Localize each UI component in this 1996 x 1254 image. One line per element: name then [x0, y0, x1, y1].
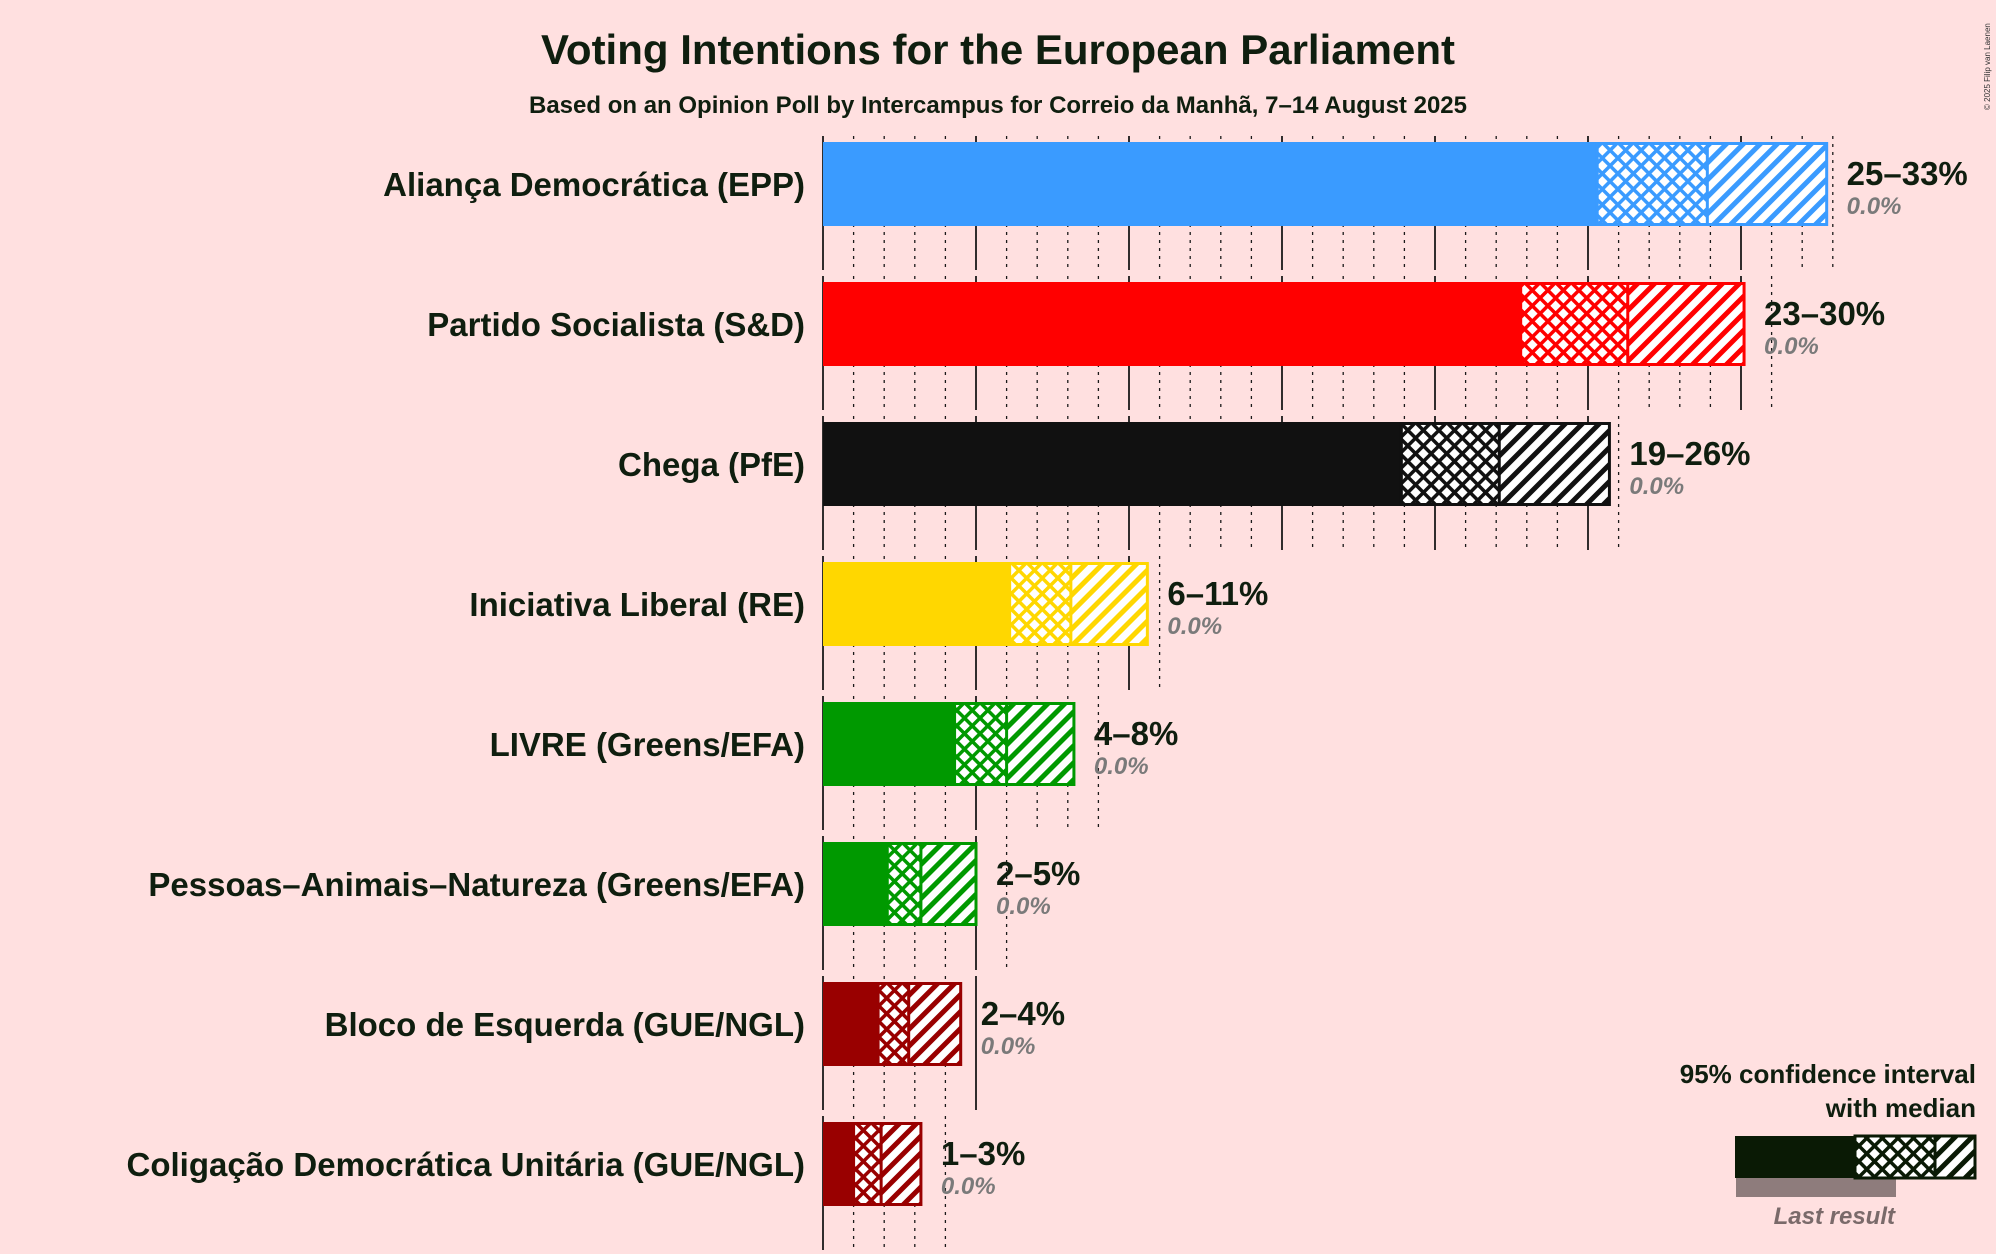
- party-label: Bloco de Esquerda (GUE/NGL): [325, 1006, 805, 1043]
- party-label: LIVRE (Greens/EFA): [490, 726, 805, 763]
- bar-ci-lower: [887, 842, 921, 926]
- party-label: Coligação Democrática Unitária (GUE/NGL): [127, 1146, 805, 1183]
- bar-ci-upper: [908, 982, 961, 1066]
- copyright-note: © 2025 Filip van Laenen: [1983, 23, 1992, 110]
- legend-last-result-label: Last result: [1774, 1203, 1896, 1230]
- range-label: 6–11%: [1167, 575, 1268, 612]
- bar-ci-outline: [1519, 282, 1746, 366]
- legend-solid-bar: [1735, 1136, 1855, 1178]
- bar-solid: [823, 982, 879, 1066]
- legend-ci-low-hatch: [1853, 1134, 1937, 1180]
- legend-title-line2: with median: [1825, 1093, 1976, 1123]
- bar-ci-upper: [1499, 422, 1610, 506]
- bar-solid: [823, 142, 1598, 226]
- last-result-label: 0.0%: [1094, 753, 1149, 780]
- legend-last-result-bar: [1736, 1178, 1896, 1197]
- bar-ci-outline: [876, 982, 963, 1066]
- bar-ci-lower: [853, 1122, 882, 1206]
- bar-ci-lower: [878, 982, 909, 1066]
- bar-ci-upper: [1627, 282, 1745, 366]
- last-result-label: 0.0%: [1167, 613, 1222, 640]
- bar-ci-lower: [1520, 282, 1628, 366]
- party-label: Partido Socialista (S&D): [427, 306, 805, 343]
- party-label: Chega (PfE): [618, 446, 805, 483]
- chart-title: Voting Intentions for the European Parli…: [541, 26, 1455, 73]
- bar-ci-outline: [852, 1122, 923, 1206]
- party-label: Pessoas–Animais–Natureza (Greens/EFA): [148, 866, 805, 903]
- bar-ci-lower: [1401, 422, 1500, 506]
- bar-ci-lower: [1009, 562, 1071, 646]
- bar-solid: [823, 1122, 854, 1206]
- party-label: Aliança Democrática (EPP): [383, 166, 805, 203]
- bar-ci-upper: [920, 842, 976, 926]
- last-result-label: 0.0%: [981, 1033, 1036, 1060]
- range-label: 2–5%: [996, 855, 1080, 892]
- range-label: 2–4%: [981, 995, 1065, 1032]
- party-label: Iniciativa Liberal (RE): [469, 586, 805, 623]
- range-label: 4–8%: [1094, 715, 1178, 752]
- chart-subtitle: Based on an Opinion Poll by Intercampus …: [529, 92, 1467, 119]
- bar-ci-upper: [1707, 142, 1827, 226]
- last-result-label: 0.0%: [941, 1173, 996, 1200]
- bar-ci-outline: [1399, 422, 1611, 506]
- bar-ci-outline: [953, 702, 1076, 786]
- bar-ci-upper: [881, 1122, 921, 1206]
- legend-title-line1: 95% confidence interval: [1680, 1059, 1976, 1089]
- last-result-label: 0.0%: [1629, 473, 1684, 500]
- bar-ci-outline: [1008, 562, 1149, 646]
- bar-solid: [823, 562, 1010, 646]
- range-label: 1–3%: [941, 1135, 1025, 1172]
- bar-solid: [823, 282, 1521, 366]
- range-label: 19–26%: [1629, 435, 1750, 472]
- bar-ci-upper: [1006, 702, 1074, 786]
- bar-ci-lower: [954, 702, 1007, 786]
- last-result-label: 0.0%: [1764, 333, 1819, 360]
- legend-ci-high-hatch: [1933, 1134, 1977, 1180]
- bar-ci-upper: [1070, 562, 1148, 646]
- bar-solid: [823, 702, 955, 786]
- bar-solid: [823, 422, 1402, 506]
- bar-ci-outline: [1595, 142, 1829, 226]
- bar-solid: [823, 842, 888, 926]
- bar-ci-outline: [885, 842, 978, 926]
- bars-layer: Aliança Democrática (EPP) 25–33%0.0%Parti…: [127, 142, 1968, 1206]
- bar-ci-lower: [1597, 142, 1708, 226]
- legend: 95% confidence interval with median Last…: [1680, 1059, 1977, 1230]
- last-result-label: 0.0%: [1847, 193, 1902, 220]
- range-label: 23–30%: [1764, 295, 1885, 332]
- range-label: 25–33%: [1847, 155, 1968, 192]
- last-result-label: 0.0%: [996, 893, 1051, 920]
